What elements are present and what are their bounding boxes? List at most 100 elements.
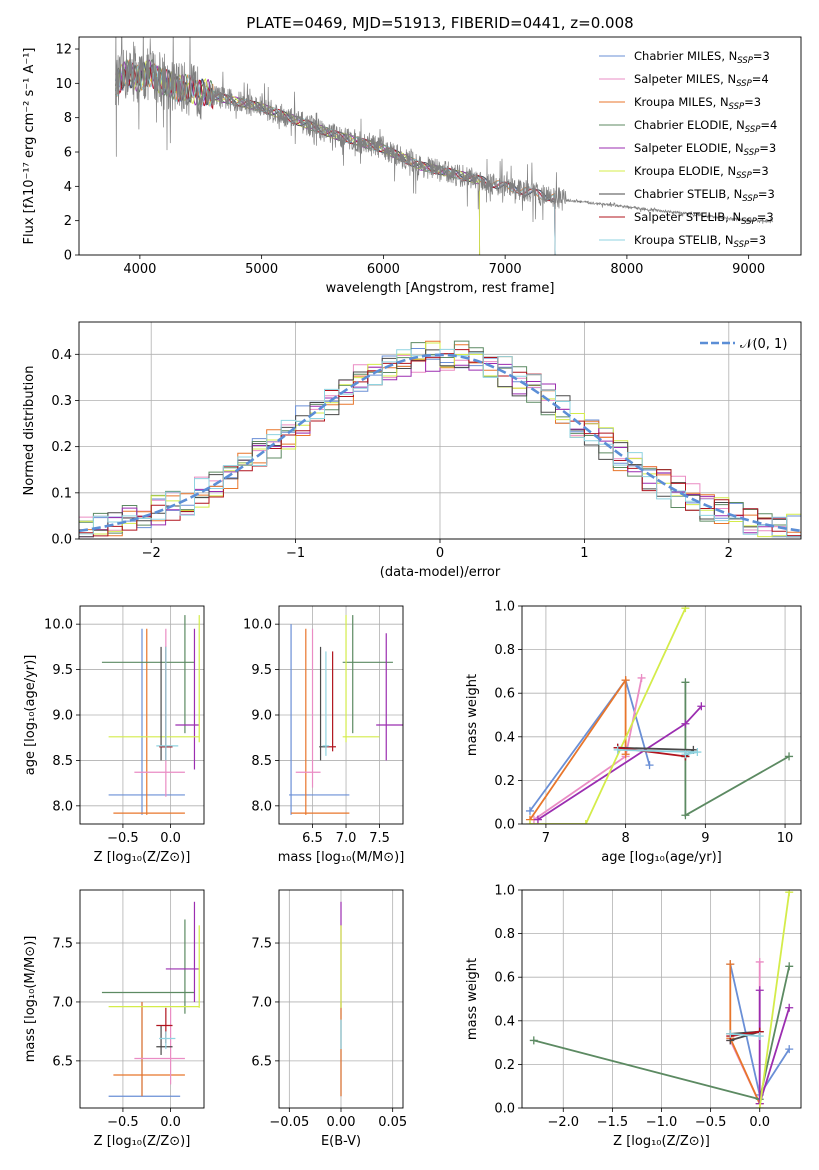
weight-vs-Z-series-chabrier-miles-marker-2 <box>785 1045 794 1054</box>
legend-label-sub: SSP <box>741 217 757 227</box>
residuals-xtick-label: 0 <box>436 546 444 561</box>
normal-legend-label: 𝒩(0, 1) <box>740 337 787 352</box>
spectrum-ytick-label: 0 <box>64 249 72 264</box>
legend-label-8: Kroupa STELIB, NSSP=3 <box>634 233 766 250</box>
legend-label-sub: SSP <box>734 240 750 250</box>
residuals-ytick-label: 0.4 <box>51 348 72 363</box>
legend-label-suffix: =3 <box>752 164 769 178</box>
age-vs-mass-point-salpeter-stelib <box>327 651 336 752</box>
legend-label-0: Chabrier MILES, NSSP=3 <box>634 49 770 66</box>
weight-vs-age-series-kroupa-elodie-line <box>530 607 687 824</box>
weight-vs-age-series-chabrier-miles-marker-0 <box>525 806 534 815</box>
weight-vs-age-series-salpeter-miles-marker-2 <box>637 673 646 682</box>
legend-label-sub: SSP <box>736 171 752 181</box>
legend-label-6: Chabrier STELIB, NSSP=3 <box>634 187 775 204</box>
legend-label-suffix: =3 <box>758 187 775 201</box>
age-vs-mass-point-kroupa-miles <box>291 628 350 815</box>
age-vs-Z-xlabel: Z [log₁₀(Z/Z⊙)] <box>94 850 191 865</box>
age-vs-Z-point-kroupa-miles <box>113 628 185 815</box>
age-vs-Z-point-kroupa-elodie <box>108 615 200 743</box>
residuals-xtick-label: 2 <box>725 546 733 561</box>
weight-vs-Z-series-kroupa-stelib <box>726 1029 764 1041</box>
weight-vs-Z-axes: −2.0 −1.5 −1.0 −0.5 0.0 0.0 0.2 0.4 0.6 0.8 1.0 Z [… <box>465 884 802 1149</box>
spectrum-xtick-label: 5000 <box>245 262 278 277</box>
weight-vs-age-series-salpeter-elodie-marker-0 <box>533 815 542 824</box>
residuals-xtick-label: −1 <box>286 546 305 561</box>
weight-vs-Z-series-salpeter-elodie-marker-2 <box>785 1003 794 1012</box>
age-vs-mass-plot-area <box>289 615 403 815</box>
mass-vs-Z-point-salpeter-elodie <box>165 901 200 1002</box>
legend-label-sub: SSP <box>737 56 753 66</box>
residuals-ytick-label: 0.0 <box>51 533 72 548</box>
mass-vs-Z-ytick-label: 7.5 <box>52 937 73 952</box>
legend-label-7: Salpeter STELIB, NSSP=3 <box>634 210 774 227</box>
mass-vs-Z-point-chabrier-stelib <box>156 1025 173 1055</box>
weight-vs-age-ylabel: mass weight <box>465 674 480 756</box>
weight-vs-age-series-chabrier-miles-marker-2 <box>645 761 654 770</box>
spectrum-xtick-label: 8000 <box>610 262 643 277</box>
weight-vs-Z-series-salpeter-elodie-marker-0 <box>755 986 764 995</box>
weight-vs-Z-series-salpeter-miles-marker-2 <box>755 957 764 966</box>
weight-vs-age-series-kroupa-stelib <box>613 745 702 759</box>
age-vs-mass-ytick-label: 8.5 <box>251 754 272 769</box>
mass-vs-Z-ytick-label: 6.5 <box>52 1054 73 1069</box>
weight-vs-age-series-kroupa-miles <box>525 676 630 824</box>
mass-vs-EBV-xtick-label: 0.05 <box>378 1115 407 1130</box>
mass-vs-Z-point-kroupa-miles <box>113 1001 185 1097</box>
legend-label-sub: SSP <box>729 102 745 112</box>
weight-vs-Z-xlabel: Z [log₁₀(Z/Z⊙)] <box>613 1134 710 1149</box>
spectrum-ytick-label: 12 <box>55 43 72 58</box>
weight-vs-Z-xtick-label: −1.5 <box>597 1115 629 1130</box>
mass-vs-Z-point-chabrier-miles <box>108 1001 181 1097</box>
mass-vs-Z-point-chabrier-elodie <box>101 919 195 1014</box>
spectrum-xtick-label: 4000 <box>123 262 156 277</box>
weight-vs-age-series-salpeter-stelib-line <box>617 746 686 758</box>
residuals-ytick-label: 0.2 <box>51 440 72 455</box>
residuals-ytick-label: 0.1 <box>51 486 72 501</box>
age-vs-Z-point-kroupa-stelib <box>156 646 179 761</box>
normal-curve <box>79 353 801 533</box>
age-vs-mass-ytick-label: 8.0 <box>251 799 272 814</box>
spectrum-plot-area <box>115 37 774 255</box>
weight-vs-age-series-chabrier-elodie-marker-0 <box>785 752 794 761</box>
weight-vs-Z-plot-area <box>529 890 794 1108</box>
mass-vs-Z-point-kroupa-elodie <box>108 925 200 1008</box>
weight-vs-Z-xtick-label: −1.0 <box>646 1115 678 1130</box>
age-vs-mass-point-kroupa-elodie <box>342 615 380 743</box>
legend-label-text: Chabrier STELIB, N <box>634 187 742 201</box>
weight-vs-Z-ytick-label: 0.8 <box>494 927 515 942</box>
weight-vs-Z-ytick-label: 0.2 <box>494 1058 515 1073</box>
age-vs-Z-ytick-label: 8.0 <box>52 799 73 814</box>
age-vs-Z-xtick-label: 0.0 <box>160 831 181 846</box>
age-vs-mass-ytick-label: 9.5 <box>251 663 272 678</box>
age-vs-mass-point-kroupa-stelib <box>322 651 330 756</box>
residual-histogram-kroupa-stelib <box>79 348 801 538</box>
spectrum-ytick-label: 2 <box>64 214 72 229</box>
spectrum-ytick-label: 4 <box>64 180 72 195</box>
weight-vs-age-series-chabrier-elodie-marker-2 <box>681 678 690 687</box>
weight-vs-age-series-salpeter-elodie-marker-1 <box>681 719 690 728</box>
weight-vs-Z-series-kroupa-elodie-marker-0 <box>755 1104 764 1108</box>
age-vs-Z-ytick-label: 9.0 <box>52 709 73 724</box>
weight-vs-Z-ytick-label: 0.6 <box>494 971 515 986</box>
age-vs-mass-frame <box>278 605 404 825</box>
mass-vs-EBV-frame <box>278 889 404 1109</box>
age-vs-mass-ytick-label: 9.0 <box>251 709 272 724</box>
weight-vs-age-series-salpeter-elodie <box>533 702 706 824</box>
weight-vs-age-series-kroupa-elodie-marker-1 <box>581 820 590 824</box>
weight-vs-Z-ylabel: mass weight <box>465 958 480 1040</box>
residuals-axes: −2 −1 0 1 2 0.0 0.1 0.2 0.3 0.4 (data-model)/error… <box>22 321 802 580</box>
mass-vs-Z-frame <box>79 889 205 1109</box>
weight-vs-age-xtick-label: 8 <box>621 831 629 846</box>
weight-vs-Z-series-kroupa-stelib-marker-0 <box>726 1029 735 1038</box>
legend-label-suffix: =4 <box>752 72 769 86</box>
weight-vs-Z-series-kroupa-stelib-marker-1 <box>755 1032 764 1041</box>
weight-vs-age-series-salpeter-elodie-marker-2 <box>697 702 706 711</box>
residuals-ytick-label: 0.3 <box>51 394 72 409</box>
legend-label-3: Chabrier ELODIE, NSSP=4 <box>634 118 777 135</box>
weight-vs-age-series-kroupa-stelib-marker-0 <box>613 745 622 754</box>
weight-vs-age-series-kroupa-miles-marker-1 <box>621 676 630 685</box>
weight-vs-Z-series-salpeter-elodie-line <box>758 990 791 1104</box>
weight-vs-Z-series-kroupa-elodie-line <box>758 892 791 1108</box>
